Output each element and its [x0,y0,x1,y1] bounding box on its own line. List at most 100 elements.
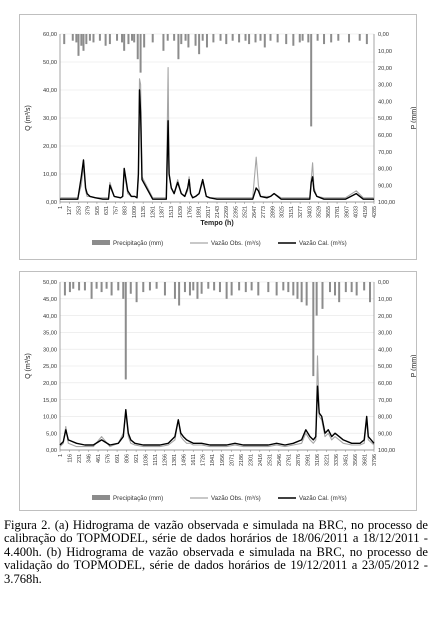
y-tick-label: 10,00 [43,172,57,178]
x-tick-label: 2301 [248,454,254,466]
precip-bar [368,282,371,303]
precip-bar [219,34,222,41]
precip-bar [250,282,253,291]
x-tick-label: 2416 [258,454,264,466]
y2-tick-label: 20,00 [378,66,392,72]
y2-tick-label: 60,00 [378,381,392,387]
legend-precip-swatch [92,495,110,500]
y-tick-label: 40,00 [43,314,57,320]
x-tick-label: 2899 [270,206,276,218]
precip-bar [282,282,285,291]
precip-bar [305,282,308,306]
x-tick-label: 1135 [141,206,147,218]
precip-bar [173,282,176,299]
precip-bar [365,34,368,45]
precip-bar [166,34,169,41]
x-tick-label: 4285 [372,206,378,218]
x-tick-label: 2531 [267,454,273,466]
x-tick-label: 3403 [307,206,313,218]
precip-bar [162,34,165,51]
x-tick-label: 3221 [324,454,330,466]
precip-bar [78,282,81,291]
precip-bar [129,282,132,294]
precip-bar [82,34,85,51]
x-tick-label: 883 [123,206,129,215]
y-tick-label: 5,00 [46,431,57,437]
precip-bar [127,34,130,45]
x-tick-label: 576 [106,454,112,463]
legend-observed-label: Vazão Obs. (m³/s) [211,240,261,247]
precip-bar [312,282,315,377]
y-tick-label: 25,00 [43,364,57,370]
y2-tick-label: 70,00 [378,150,392,156]
y-axis-title: Q (m³/s) [25,105,32,131]
precip-bar [328,282,331,293]
precip-bar [225,34,228,45]
precip-bar [350,282,353,293]
y-axis-title: Q (m³/s) [25,353,32,379]
precip-bar [259,34,262,41]
precip-bar [71,34,74,41]
x-tick-label: 3781 [335,206,341,218]
hydrograph-validation-chart: 0,005,0010,0015,0020,0025,0030,0035,0040… [25,280,416,502]
precip-bar [173,34,176,41]
y-tick-label: 15,00 [43,398,57,404]
precip-bar [238,34,241,43]
y2-axis-title: P (mm) [411,107,416,130]
y2-tick-label: 50,00 [378,116,392,122]
hydrograph-calibration-panel: 0,00 10,00 20,00 30,00 40,00 50,00 60,00 0,00 10… [19,14,417,260]
x-tick-label: 3336 [334,454,340,466]
precip-bar [178,282,181,306]
y-tick-label: 50,00 [43,60,57,66]
y2-tick-label: 40,00 [378,99,392,105]
x-tick-label: 631 [104,206,110,215]
x-tick-label: 691 [115,454,121,463]
figure-caption: Figura 2. (a) Hidrograma de vazão observ… [4,518,428,586]
x-tick-label: 505 [95,206,101,215]
precip-bar [263,34,266,48]
precip-bar [310,34,313,127]
precip-bar [207,282,210,289]
precip-bar [192,282,195,291]
precip-bar [213,282,216,291]
precip-bar [108,34,111,45]
x-tick-label: 4159 [363,206,369,218]
precip-bar [231,34,234,41]
y-tick-label: 40,00 [43,88,57,94]
x-tick-label: 2521 [243,206,249,218]
precip-bar [88,34,91,41]
precip-bar [285,34,288,45]
x-tick-label: 461 [96,454,102,463]
x-tick-label: 3106 [315,454,321,466]
precip-bar [267,282,270,293]
precip-bar [188,282,191,296]
x-tick-label: 2647 [252,206,258,218]
y2-tick-label: 20,00 [378,314,392,320]
precip-bar [330,34,333,43]
precip-bar [104,34,107,46]
legend-calculated-label: Vazão Cal. (m³/s) [299,240,347,247]
precip-bar [300,282,303,303]
x-tick-label: 3529 [317,206,323,218]
x-tick-label: 4033 [354,206,360,218]
precip-bar [201,34,204,41]
precip-bar [269,34,272,41]
legend-precip-swatch [92,240,110,245]
precip-bar [337,34,340,41]
precip-bar [198,34,201,55]
legend-precip-label: Precipitação (mm) [113,240,163,247]
x-tick-label: 1009 [132,206,138,218]
x-tick-label: 1841 [210,454,216,466]
precip-bar [333,282,336,296]
y-tick-label: 30,00 [43,116,57,122]
x-tick-label: 1 [58,206,64,209]
precip-bar [63,34,66,45]
x-tick-label: 757 [113,206,119,215]
y2-tick-label: 80,00 [378,167,392,173]
y2-tick-label: 10,00 [378,297,392,303]
x-tick-label: 1611 [191,454,197,466]
y2-tick-label: 0,00 [378,32,389,38]
precip-bar [92,34,95,43]
precip-bar [139,34,142,73]
precip-bar [80,34,83,46]
